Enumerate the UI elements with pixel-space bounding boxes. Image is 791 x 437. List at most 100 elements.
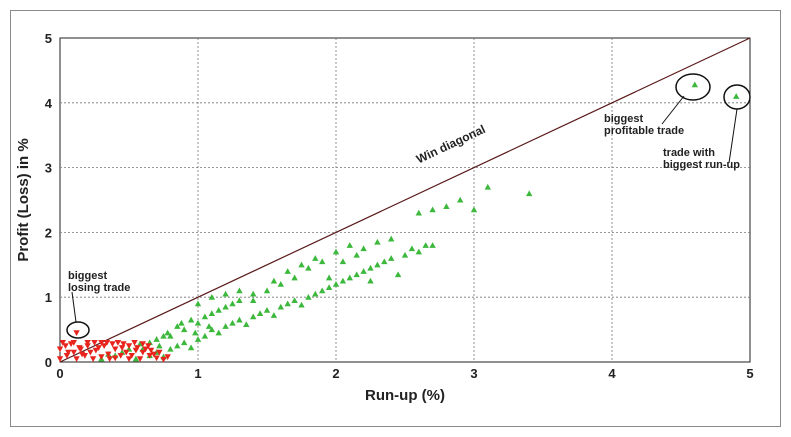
win-diagonal-line (59, 37, 751, 363)
annotation-leader-line (71, 291, 77, 323)
annotation-text: biggest (68, 270, 107, 282)
profit-trade-point (415, 209, 422, 216)
loss-trade-point (103, 340, 111, 346)
profit-trade-point (346, 274, 353, 281)
profit-trade-point (208, 326, 215, 333)
profit-trade-point (156, 342, 163, 349)
profit-trade-point (353, 271, 360, 278)
profit-trade-point (291, 297, 298, 303)
profit-trade-point (484, 183, 491, 190)
profit-trade-point (312, 290, 319, 297)
profit-trade-point (215, 306, 222, 313)
y-tick-label: 3 (45, 161, 52, 176)
loss-trade-point (125, 343, 133, 349)
x-tick-label: 3 (470, 366, 477, 381)
loss-trade-point (100, 343, 108, 349)
loss-trade-point (98, 354, 105, 361)
profit-trade-point (222, 290, 229, 297)
profit-trade-point (415, 248, 422, 255)
loss-trade-point (136, 356, 144, 362)
profit-trade-point (194, 336, 202, 342)
profit-trade-point (236, 316, 243, 323)
profit-trade-point (305, 264, 312, 271)
loss-trade-point (150, 351, 158, 358)
profit-trade-point (256, 310, 264, 316)
x-axis-title: Run-up (%) (365, 387, 445, 404)
loss-trade-point (105, 351, 112, 358)
profit-trade-point (312, 255, 319, 261)
profit-trade-point (298, 301, 305, 308)
profit-trade-point (284, 268, 291, 274)
grid-lines (60, 38, 750, 362)
loss-trade-point (65, 349, 72, 356)
profit-trade-point (243, 321, 250, 327)
profit-trade-point (201, 332, 209, 339)
profit-trade-point (429, 206, 436, 213)
profit-trade-point (691, 81, 698, 88)
profit-trade-point (277, 281, 284, 287)
loss-trade-point (146, 352, 153, 359)
loss-trade-point (98, 340, 105, 346)
loss-trade-point (139, 349, 146, 356)
profit-trade-point (167, 332, 174, 339)
profit-trade-point (201, 313, 209, 320)
profit-trade-point (388, 235, 395, 242)
data-points (56, 81, 740, 363)
profit-trade-point (346, 242, 353, 248)
loss-trade-point (62, 343, 69, 349)
profit-trade-point (367, 264, 374, 271)
y-tick-label: 5 (45, 31, 52, 46)
profit-trade-point (222, 323, 229, 329)
loss-trade-point (125, 356, 133, 362)
loss-trade-point (120, 341, 127, 348)
profit-trade-point (443, 203, 450, 210)
profit-trade-point (194, 319, 202, 326)
profit-trade-point (298, 261, 305, 268)
y-axis-title: Profit (Loss) in % (15, 138, 32, 261)
loss-trade-point (112, 355, 119, 362)
y-tick-label: 4 (45, 96, 53, 111)
x-tick-label: 1 (194, 366, 201, 381)
profit-trade-point (215, 329, 222, 336)
loss-trade-point (131, 340, 138, 346)
profit-trade-point (263, 306, 271, 313)
loss-trade-point (56, 346, 64, 353)
profit-trade-point (305, 294, 312, 300)
loss-trade-point (160, 356, 167, 363)
profit-trade-point (167, 345, 174, 352)
loss-trade-point (70, 349, 77, 356)
profit-trade-point (284, 300, 291, 307)
profit-trade-point (526, 190, 533, 197)
profit-trade-point (332, 248, 340, 255)
loss-trade-point (70, 340, 77, 346)
profit-trade-point (394, 271, 402, 278)
x-tick-label: 0 (56, 366, 63, 381)
profit-trade-point (250, 297, 257, 303)
loss-trade-point (109, 341, 116, 348)
profit-trade-point (388, 255, 395, 261)
profit-trade-point (222, 303, 229, 310)
loss-trade-point (142, 346, 149, 353)
profit-trade-point (339, 277, 347, 284)
loss-trade-point (73, 356, 80, 362)
loss-trade-point (106, 356, 113, 362)
annotation-text: profitable trade (604, 125, 684, 137)
profit-trade-point (319, 287, 326, 294)
y-tick-label: 0 (45, 355, 52, 370)
profit-trade-point (181, 326, 188, 333)
profit-trade-point (332, 281, 340, 287)
profit-trade-point (236, 297, 243, 303)
profit-trade-point (250, 313, 257, 320)
loss-trade-point (59, 340, 66, 346)
annotation-text: biggest run-up (663, 159, 740, 171)
loss-trade-point (156, 349, 163, 356)
profit-trade-point (174, 323, 181, 329)
loss-trade-point (56, 356, 64, 362)
profit-trade-point (429, 242, 436, 248)
loss-trade-point (92, 347, 100, 354)
profit-trade-point (325, 274, 333, 281)
profit-trade-point (291, 274, 298, 281)
loss-trade-point (134, 345, 141, 351)
profit-trade-point (160, 332, 167, 339)
profit-trade-point (457, 196, 464, 203)
